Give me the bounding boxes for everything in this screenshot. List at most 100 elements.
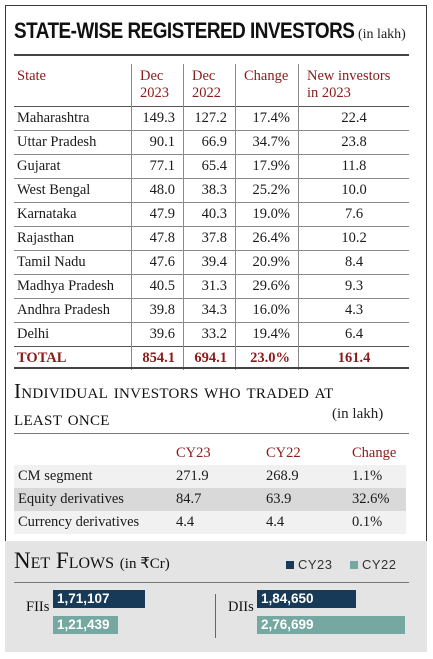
cell-change: 26.4% <box>235 226 299 251</box>
cell-new-investors: 7.6 <box>298 202 409 227</box>
cell-state: Uttar Pradesh <box>14 130 132 155</box>
cell-state: Gujarat <box>14 154 132 179</box>
individual-title-underline <box>14 433 409 434</box>
cell-state: West Bengal <box>14 178 132 203</box>
cell-dec-2022: 34.3 <box>183 298 236 323</box>
cell-dec-2022: 37.8 <box>183 226 236 251</box>
cell-new-investors: 10.0 <box>298 178 409 203</box>
cell-new-investors: 161.4 <box>298 346 409 370</box>
cell-dec-2022: 33.2 <box>183 322 236 347</box>
legend-swatch-cy22 <box>350 561 358 569</box>
cell-dec-2022: 39.4 <box>183 250 236 275</box>
cell-dec-2023: 90.1 <box>131 130 184 155</box>
table-row: Maharashtra 149.3 127.2 17.4% 22.4 <box>14 106 409 131</box>
cell-dec-2022: 40.3 <box>183 202 236 227</box>
section-divider <box>14 367 409 369</box>
cell-change: 20.9% <box>235 250 299 275</box>
table-row: Currency derivatives 4.4 4.4 0.1% <box>14 511 406 534</box>
cell-cy23: 84.7 <box>172 488 262 511</box>
table-row: Gujarat 77.1 65.4 17.9% 11.8 <box>14 154 409 179</box>
cell-new-investors: 11.8 <box>298 154 409 179</box>
legend-label-cy23: CY23 <box>298 557 333 572</box>
flows-separator <box>215 594 216 638</box>
cell-change: 32.6% <box>348 488 406 511</box>
ind-header-cy23: CY23 <box>176 444 211 461</box>
bar-fiis-cy23: 1,71,107 <box>53 590 145 608</box>
cell-state: Andhra Pradesh <box>14 298 132 323</box>
state-table: State Dec 2023 Dec 2022 Change New inves… <box>14 64 409 370</box>
header-change: Change <box>235 64 299 107</box>
table-row: Andhra Pradesh 39.8 34.3 16.0% 4.3 <box>14 298 409 323</box>
cell-dec-2023: 47.8 <box>131 226 184 251</box>
cell-new-investors: 10.2 <box>298 226 409 251</box>
individual-investors-title-text: Individual investors who traded at least… <box>14 379 334 430</box>
header-state: State <box>17 68 46 84</box>
label-diis: DIIs <box>228 599 254 615</box>
cell-change: 17.4% <box>235 106 299 131</box>
header-new-investors: New investors in 2023 <box>298 64 409 107</box>
ind-header-blank <box>14 441 172 465</box>
cell-change: 19.0% <box>235 202 299 227</box>
header-dec-2022: Dec 2022 <box>183 64 236 107</box>
cell-cy22: 268.9 <box>262 465 348 488</box>
cell-segment: Equity derivatives <box>14 488 172 511</box>
individual-investors-title: Individual investors who traded at least… <box>14 378 344 432</box>
cell-change: 19.4% <box>235 322 299 347</box>
cell-change: 16.0% <box>235 298 299 323</box>
cell-dec-2022: 127.2 <box>183 106 236 131</box>
cell-change: 29.6% <box>235 274 299 299</box>
label-fiis: FIIs <box>26 599 50 615</box>
table-row: Rajasthan 47.8 37.8 26.4% 10.2 <box>14 226 409 251</box>
cell-state: Karnataka <box>14 202 132 227</box>
cell-cy23: 271.9 <box>172 465 262 488</box>
cell-new-investors: 8.4 <box>298 250 409 275</box>
cell-state: Madhya Pradesh <box>14 274 132 299</box>
cell-cy22: 63.9 <box>262 488 348 511</box>
net-flows-underline <box>14 582 409 583</box>
cell-dec-2023: 39.6 <box>131 322 184 347</box>
cell-dec-2023: 39.8 <box>131 298 184 323</box>
individual-investors-unit: (in lakh) <box>332 406 384 422</box>
individual-investors-table: CY23 CY22 Change CM segment 271.9 268.9 1.1… <box>14 441 406 534</box>
bar-fiis-cy22: 1,21,439 <box>53 616 118 634</box>
table-row: Karnataka 47.9 40.3 19.0% 7.6 <box>14 202 409 227</box>
cell-cy23: 4.4 <box>172 511 262 534</box>
state-table-header: State Dec 2023 Dec 2022 Change New inves… <box>14 64 409 107</box>
table-row: Delhi 39.6 33.2 19.4% 6.4 <box>14 322 409 347</box>
net-flows-title: Net Flows (in ₹Cr) <box>14 548 170 574</box>
cell-change: 0.1% <box>348 511 406 534</box>
title-underline <box>14 54 409 56</box>
cell-dec-2023: 149.3 <box>131 106 184 131</box>
legend-swatch-cy23 <box>286 561 294 569</box>
table-row: Tamil Nadu 47.6 39.4 20.9% 8.4 <box>14 250 409 275</box>
cell-dec-2022: 694.1 <box>183 346 236 370</box>
cell-new-investors: 22.4 <box>298 106 409 131</box>
cell-change: 23.0% <box>235 346 299 370</box>
net-flows-unit: (in ₹Cr) <box>119 556 170 572</box>
table-row: West Bengal 48.0 38.3 25.2% 10.0 <box>14 178 409 203</box>
legend-cy22: CY22 <box>350 557 397 572</box>
state-table-unit: (in lakh) <box>358 27 406 42</box>
ind-header-cy22: CY22 <box>266 444 301 461</box>
cell-dec-2023: 47.6 <box>131 250 184 275</box>
cell-change: 34.7% <box>235 130 299 155</box>
cell-dec-2022: 66.9 <box>183 130 236 155</box>
legend-label-cy22: CY22 <box>362 557 397 572</box>
net-flows-title-text: Net Flows <box>14 548 115 573</box>
bar-diis-cy23: 1,84,650 <box>257 590 356 608</box>
ind-header-change: Change <box>352 444 397 461</box>
cell-dec-2023: 854.1 <box>131 346 184 370</box>
cell-segment: Currency derivatives <box>14 511 172 534</box>
cell-new-investors: 4.3 <box>298 298 409 323</box>
cell-state: Rajasthan <box>14 226 132 251</box>
cell-segment: CM segment <box>14 465 172 488</box>
cell-dec-2022: 65.4 <box>183 154 236 179</box>
cell-state: TOTAL <box>14 346 132 370</box>
cell-change: 25.2% <box>235 178 299 203</box>
cell-dec-2023: 77.1 <box>131 154 184 179</box>
cell-change: 1.1% <box>348 465 406 488</box>
total-row: TOTAL 854.1 694.1 23.0% 161.4 <box>14 346 409 370</box>
state-table-title: STATE-WISE REGISTERED INVESTORS <box>14 18 355 43</box>
individual-table-header: CY23 CY22 Change <box>14 441 406 465</box>
cell-new-investors: 6.4 <box>298 322 409 347</box>
